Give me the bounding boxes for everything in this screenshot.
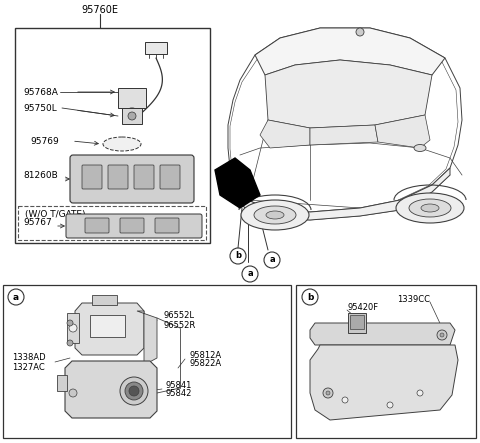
Circle shape [120,377,148,405]
Text: 1338AD: 1338AD [12,354,46,362]
Bar [18,206,206,240]
Text: a: a [247,269,253,279]
Text: b: b [235,252,241,260]
Circle shape [437,330,447,340]
Ellipse shape [266,211,284,219]
FancyBboxPatch shape [155,218,179,233]
Polygon shape [310,323,455,345]
Text: 95767: 95767 [23,218,52,226]
Polygon shape [310,125,378,145]
Text: 95841: 95841 [166,381,192,389]
Text: 81260B: 81260B [23,171,58,179]
Polygon shape [145,42,167,54]
FancyBboxPatch shape [160,165,180,189]
Ellipse shape [254,206,296,224]
Polygon shape [137,311,157,365]
Ellipse shape [241,200,309,230]
Circle shape [264,252,280,268]
Bar [90,315,125,337]
Ellipse shape [396,193,464,223]
Bar [92,295,117,305]
Ellipse shape [409,199,451,217]
Text: (W/O T/GATE): (W/O T/GATE) [25,210,85,218]
Text: a: a [13,292,19,302]
Circle shape [342,397,348,403]
Bar [348,313,366,333]
Circle shape [387,402,393,408]
Ellipse shape [421,204,439,212]
Text: 95842: 95842 [166,389,192,397]
Text: b: b [307,292,313,302]
Circle shape [8,289,24,305]
Text: 95822A: 95822A [190,360,222,369]
Bar [15,28,210,243]
Circle shape [356,28,364,36]
FancyBboxPatch shape [66,214,202,238]
Circle shape [326,391,330,395]
Ellipse shape [103,137,141,151]
Polygon shape [265,60,432,128]
Text: 95420F: 95420F [348,303,379,312]
Text: 95769: 95769 [30,136,59,145]
Text: a: a [269,256,275,264]
Circle shape [417,390,423,396]
Text: 1327AC: 1327AC [12,362,45,372]
Polygon shape [65,361,157,418]
Text: 96552L: 96552L [163,311,194,320]
Circle shape [128,112,136,120]
Circle shape [124,108,140,124]
Circle shape [302,289,318,305]
Circle shape [67,320,73,326]
Polygon shape [228,28,462,212]
Circle shape [242,266,258,282]
Text: 95768A: 95768A [23,88,58,97]
Circle shape [69,324,77,332]
Polygon shape [375,115,430,148]
Ellipse shape [414,144,426,152]
FancyBboxPatch shape [134,165,154,189]
FancyBboxPatch shape [120,218,144,233]
Polygon shape [228,168,450,220]
Bar [350,315,364,329]
Text: 95760E: 95760E [82,5,119,15]
Text: 1339CC: 1339CC [397,295,430,304]
Polygon shape [310,345,458,420]
Text: 96552R: 96552R [163,320,195,330]
Circle shape [125,382,143,400]
Polygon shape [255,28,445,75]
Bar [67,313,79,343]
Polygon shape [75,303,144,355]
Circle shape [129,386,139,396]
Circle shape [67,340,73,346]
Text: 95750L: 95750L [23,104,57,113]
FancyBboxPatch shape [85,218,109,233]
Bar [3,285,291,438]
Polygon shape [260,120,310,148]
Polygon shape [215,158,260,208]
FancyBboxPatch shape [82,165,102,189]
Bar [296,285,476,438]
Circle shape [323,388,333,398]
Bar [118,88,146,108]
Circle shape [440,333,444,337]
FancyBboxPatch shape [108,165,128,189]
Bar [57,375,67,391]
Text: 95812A: 95812A [190,350,222,360]
Circle shape [230,248,246,264]
FancyBboxPatch shape [70,155,194,203]
Circle shape [69,389,77,397]
Bar [122,108,142,124]
